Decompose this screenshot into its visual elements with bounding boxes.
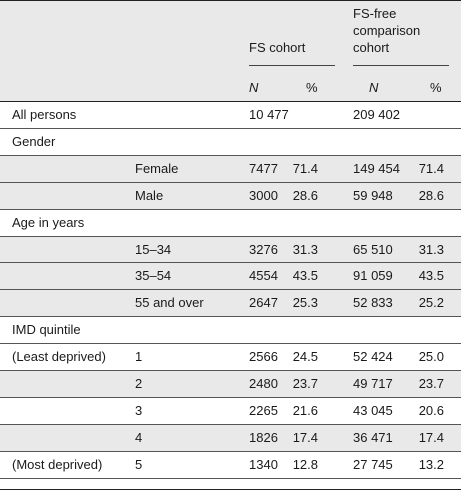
row-divider	[0, 396, 461, 398]
table-row: Age in years	[0, 210, 461, 237]
cell-comp-pct: 31.3	[418, 241, 444, 257]
cell-comp-n: 91 059	[353, 268, 393, 284]
cell-fs-pct: 25.3	[292, 295, 318, 311]
cell-comp-pct: 20.6	[418, 402, 444, 418]
header-bottom-rule	[0, 101, 461, 102]
cell-fs-n: 3000	[249, 187, 278, 203]
row-divider	[0, 289, 461, 291]
row-sublabel: 3	[135, 402, 143, 418]
cell-comp-pct: 13.2	[418, 456, 444, 472]
cell-fs-pct: 23.7	[292, 376, 318, 391]
row-sublabel: 35–54	[135, 268, 172, 284]
table-row: Female 7477 71.4 149 454 71.4	[0, 155, 461, 183]
cell-fs-pct: 24.5	[292, 349, 318, 365]
table-row: IMD quintile	[0, 317, 461, 344]
row-sublabel: Male	[135, 187, 164, 203]
cell-comp-n: 43 045	[353, 402, 393, 418]
row-label: Gender	[12, 133, 56, 149]
table-row: 4 1826 17.4 36 471 17.4	[0, 424, 461, 452]
cell-fs-n: 1826	[249, 429, 278, 445]
row-divider	[0, 154, 461, 156]
cell-fs-n: 2480	[249, 376, 278, 391]
table-bottom-rule	[0, 489, 461, 490]
row-divider	[0, 370, 461, 371]
row-label: (Most deprived)	[12, 456, 103, 472]
table-row: (Most deprived) 5 1340 12.8 27 745 13.2	[0, 452, 461, 479]
cell-fs-n: 1340	[249, 456, 278, 472]
row-divider	[0, 208, 461, 210]
cell-fs-pct: 12.8	[292, 456, 318, 472]
row-sublabel: Female	[135, 160, 179, 176]
cell-fs-pct: 21.6	[292, 402, 318, 418]
header-fs-n: N	[249, 80, 259, 95]
cell-fs-n: 10 477	[249, 107, 289, 122]
table-row: 15–34 3276 31.3 65 510 31.3	[0, 236, 461, 264]
row-divider	[0, 423, 461, 425]
table-row: 55 and over 2647 25.3 52 833 25.2	[0, 290, 461, 318]
cell-comp-n: 27 745	[353, 456, 393, 472]
row-label: Age in years	[12, 214, 85, 230]
cell-comp-n: 65 510	[353, 241, 393, 257]
cell-comp-n: 209 402	[353, 107, 400, 122]
row-sublabel: 15–34	[135, 241, 172, 257]
header-comparison-cohort: FS-free comparison cohort	[353, 6, 421, 55]
table-row: 2 2480 23.7 49 717 23.7	[0, 371, 461, 398]
header-fs-cohort: FS cohort	[249, 40, 306, 55]
row-sublabel: 55 and over	[135, 295, 204, 311]
header-comp-underline	[353, 65, 449, 66]
table-row: Male 3000 28.6 59 948 28.6	[0, 182, 461, 210]
cell-fs-n: 3276	[249, 241, 278, 257]
row-divider	[0, 343, 461, 345]
cell-comp-pct: 25.2	[418, 295, 444, 311]
header-fs-underline	[249, 65, 335, 66]
table-row: 3 2265 21.6 43 045 20.6	[0, 398, 461, 425]
row-label: (Least deprived)	[12, 349, 106, 365]
cell-comp-n: 149 454	[353, 160, 400, 176]
table-row: 35–54 4554 43.5 91 059 43.5	[0, 263, 461, 291]
cell-fs-pct: 28.6	[292, 187, 318, 203]
row-divider	[0, 235, 461, 237]
cell-comp-pct: 43.5	[418, 268, 444, 284]
row-sublabel: 1	[135, 349, 143, 365]
cell-comp-pct: 25.0	[418, 349, 444, 365]
table-top-rule	[0, 0, 461, 1]
cell-fs-n: 4554	[249, 268, 278, 284]
table-row: Gender	[0, 129, 461, 156]
header-comp-n: N	[369, 80, 379, 95]
table-row: All persons 10 477 209 402	[0, 102, 461, 129]
cell-fs-n: 2265	[249, 402, 278, 418]
row-divider	[0, 316, 461, 318]
header-comp-pct: %	[430, 80, 442, 95]
table-row: (Least deprived) 1 2566 24.5 52 424 25.0	[0, 344, 461, 371]
row-sublabel: 4	[135, 429, 143, 445]
cell-comp-pct: 28.6	[418, 187, 444, 203]
row-label: All persons	[12, 107, 77, 122]
row-divider	[0, 477, 461, 479]
table-header: FS cohort FS-free comparison cohort N % …	[0, 1, 461, 101]
row-divider	[0, 450, 461, 452]
cell-comp-pct: 23.7	[418, 376, 444, 391]
cell-comp-pct: 17.4	[418, 429, 444, 445]
row-sublabel: 5	[135, 456, 143, 472]
row-sublabel: 2	[135, 376, 143, 391]
cell-comp-n: 36 471	[353, 429, 393, 445]
cell-fs-pct: 17.4	[292, 429, 318, 445]
row-divider	[0, 262, 461, 264]
cell-fs-n: 7477	[249, 160, 278, 176]
cell-comp-n: 52 424	[353, 349, 393, 365]
cell-comp-n: 59 948	[353, 187, 393, 203]
row-divider	[0, 181, 461, 183]
cell-comp-n: 52 833	[353, 295, 393, 311]
cell-fs-pct: 43.5	[292, 268, 318, 284]
cell-comp-n: 49 717	[353, 376, 393, 391]
cell-fs-pct: 31.3	[292, 241, 318, 257]
cell-fs-n: 2647	[249, 295, 278, 311]
row-label: IMD quintile	[12, 322, 81, 338]
row-divider	[0, 127, 461, 129]
cell-fs-n: 2566	[249, 349, 278, 365]
cell-fs-pct: 71.4	[292, 160, 318, 176]
cell-comp-pct: 71.4	[418, 160, 444, 176]
header-fs-pct: %	[306, 80, 318, 95]
